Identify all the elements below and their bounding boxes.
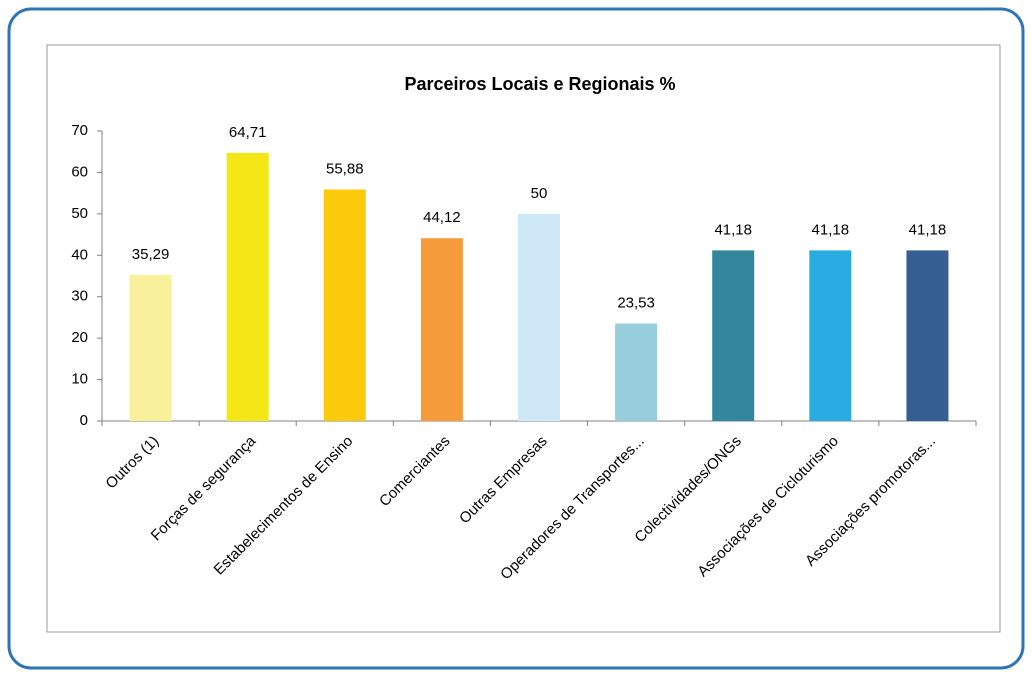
value-label: 35,29 (132, 246, 170, 263)
bar (809, 250, 852, 421)
value-label: 23,53 (617, 294, 655, 311)
y-tick-label: 70 (71, 122, 88, 139)
value-label: 41,18 (812, 221, 850, 238)
bar (226, 152, 269, 421)
bar (518, 213, 560, 421)
y-tick-label: 50 (71, 205, 88, 222)
bar (712, 250, 755, 421)
y-tick-label: 60 (71, 163, 88, 180)
bar (615, 323, 658, 421)
value-label: 41,18 (714, 221, 752, 238)
bar (129, 274, 172, 421)
value-label: 44,12 (423, 209, 461, 226)
y-tick-label: 40 (71, 246, 88, 263)
bar (323, 189, 366, 421)
y-tick-label: 20 (71, 329, 88, 346)
value-label: 55,88 (326, 160, 364, 177)
value-label: 64,71 (229, 124, 267, 141)
chart-title: Parceiros Locais e Regionais % (404, 74, 675, 94)
value-label: 50 (531, 185, 548, 202)
value-label: 41,18 (909, 221, 947, 238)
bar (906, 250, 949, 421)
y-tick-label: 30 (71, 288, 88, 305)
y-tick-label: 0 (80, 412, 88, 429)
y-tick-label: 10 (71, 371, 88, 388)
bar (420, 238, 463, 421)
